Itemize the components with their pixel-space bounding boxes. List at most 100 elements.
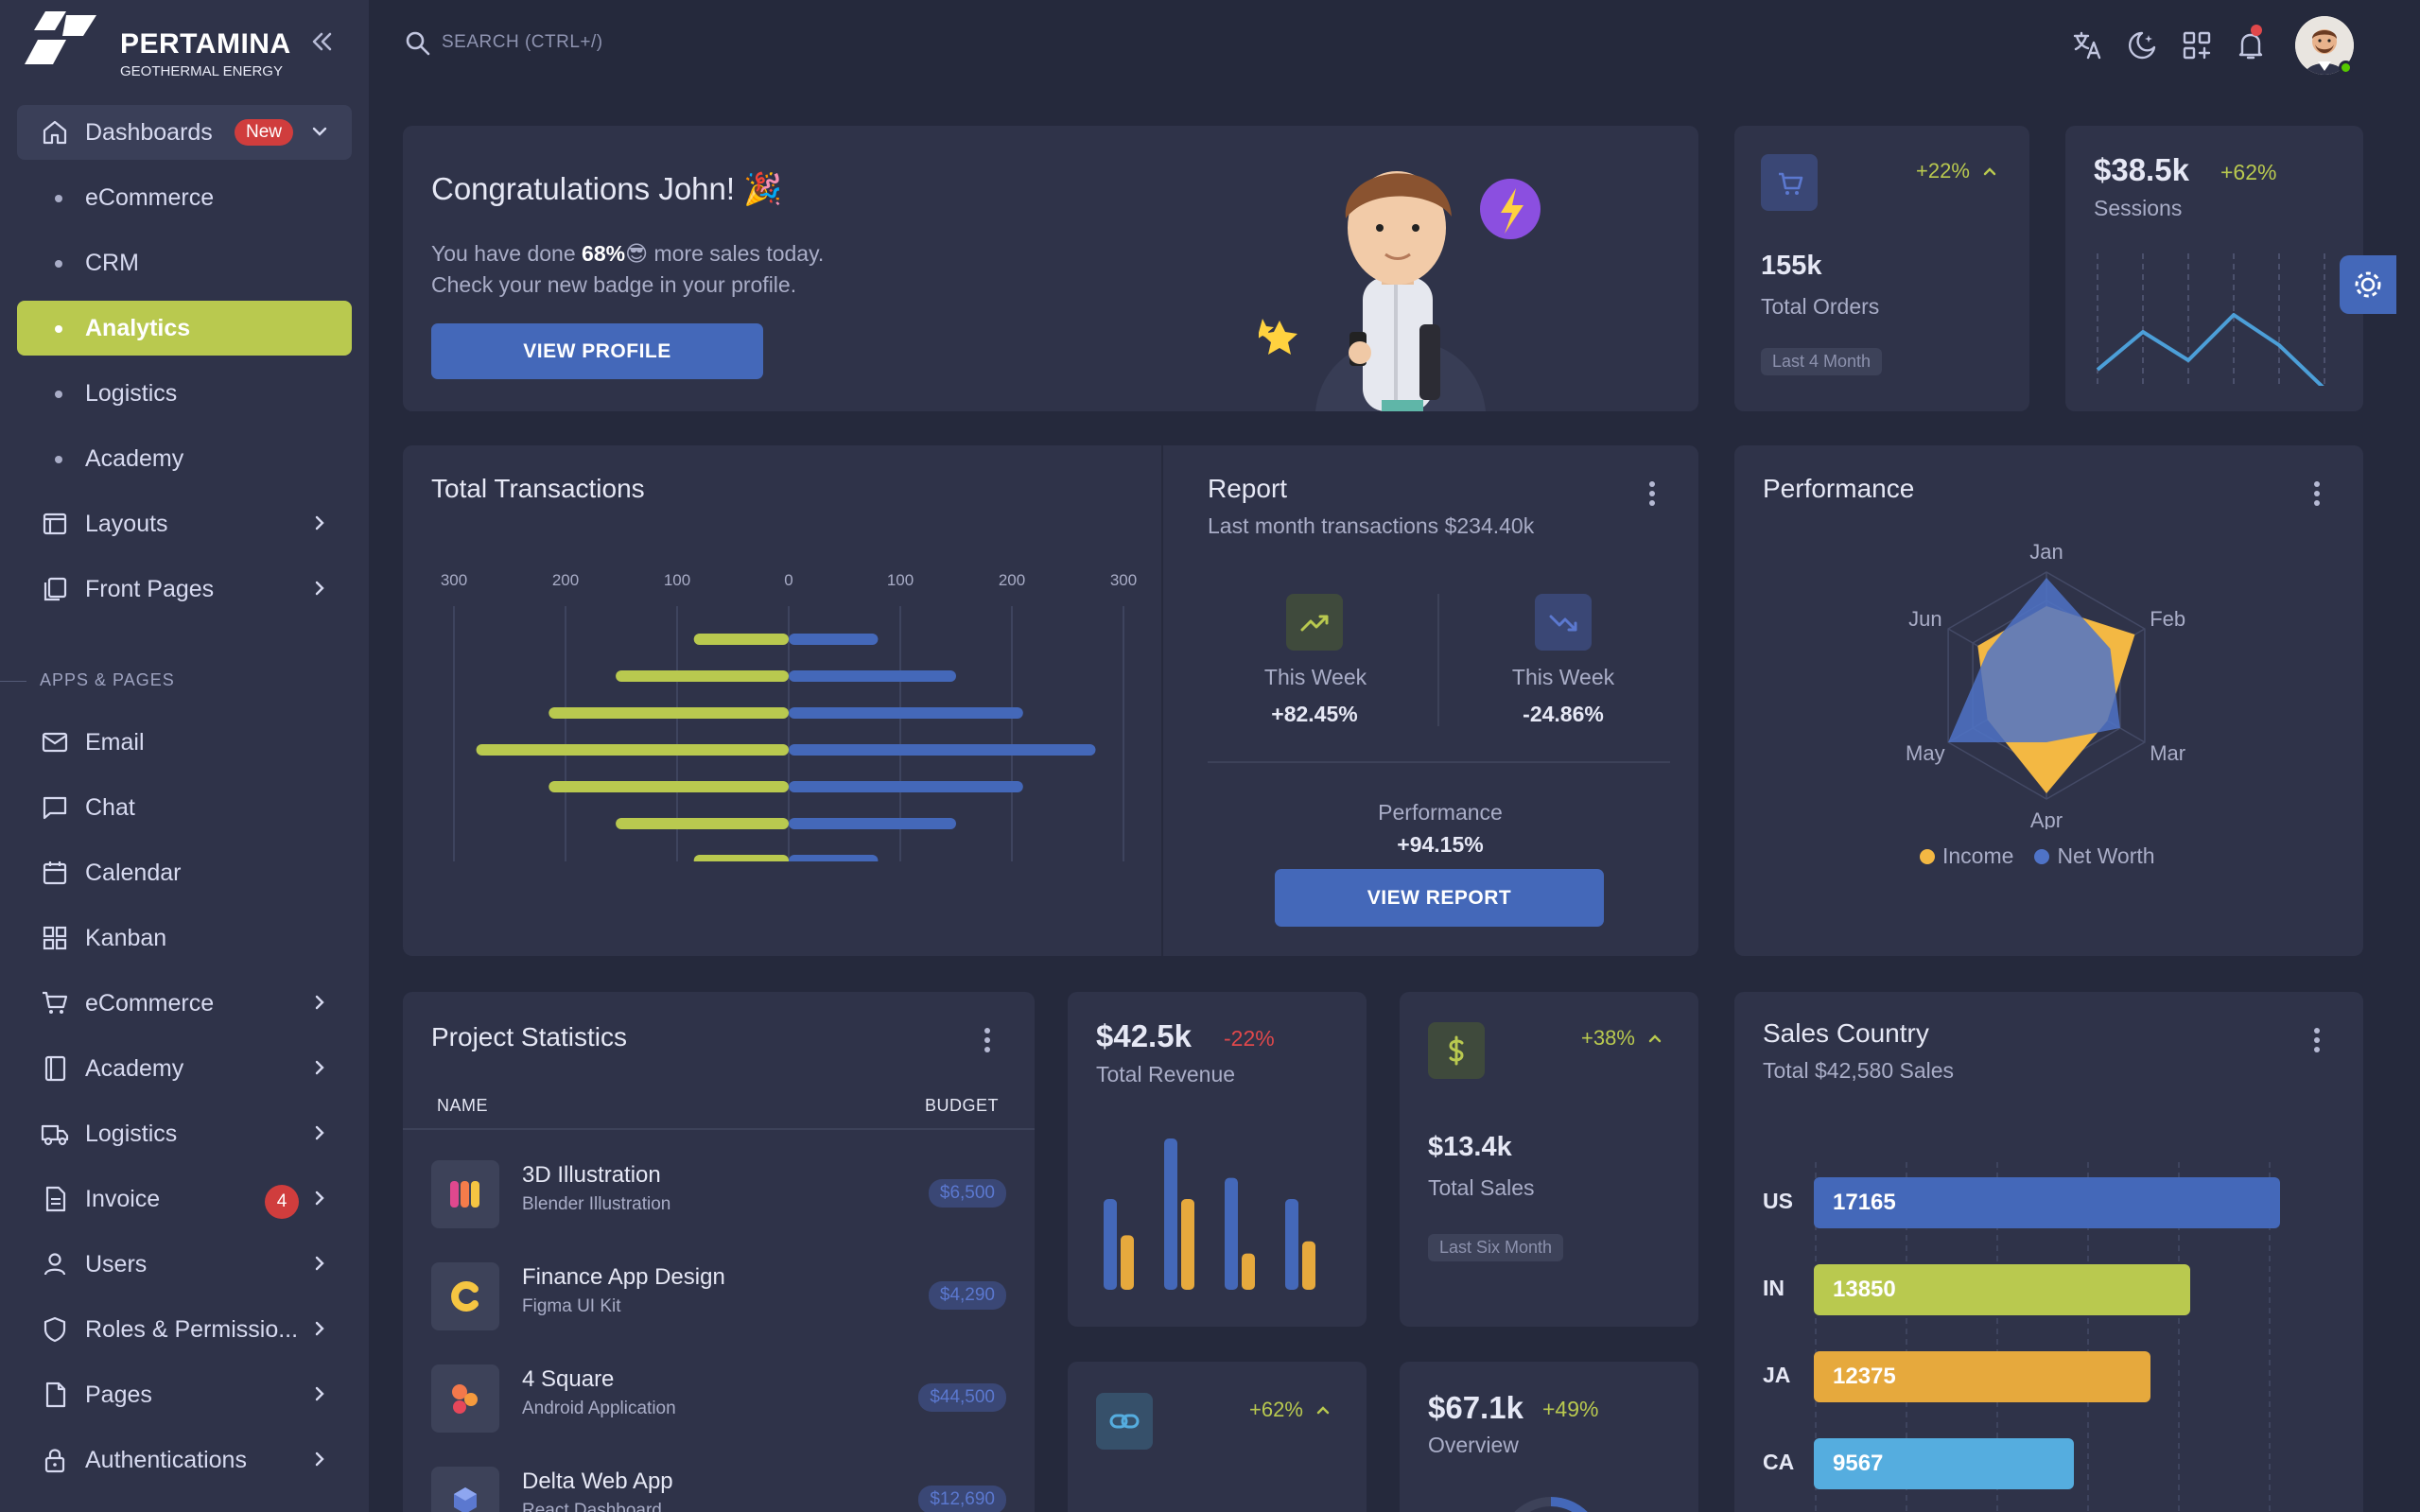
online-status-dot	[2339, 61, 2353, 75]
grid-icon	[43, 926, 67, 950]
sessions-line-overlay	[2094, 253, 2349, 386]
revenue-bar	[1242, 1253, 1255, 1290]
sidebar-item-label: Kanban	[85, 924, 167, 951]
revenue-value: $42.5k	[1096, 1018, 1192, 1053]
sidebar-item-pages[interactable]: Pages	[17, 1367, 352, 1422]
collapse-sidebar-icon[interactable]	[308, 28, 335, 55]
x-tick-label: 0	[784, 571, 792, 589]
x-tick-label: 200	[999, 571, 1025, 589]
sidebar-item-kanban[interactable]: Kanban	[17, 911, 352, 965]
radar-axis-label: May	[1906, 741, 1945, 765]
foursquare-thumb-icon	[431, 1364, 499, 1433]
report-menu-kebab-icon[interactable]	[1649, 481, 1657, 510]
bell-icon[interactable]	[2234, 28, 2268, 62]
projects-menu-kebab-icon[interactable]	[984, 1028, 992, 1056]
congrats-line1: You have done 68%😎 more sales today.	[431, 241, 824, 267]
sidebar-item-logistics-dashboard[interactable]: Logistics	[17, 366, 352, 421]
sidebar-item-logistics[interactable]: Logistics	[17, 1106, 352, 1161]
revenue-bar	[1104, 1199, 1117, 1290]
sidebar-item-label: Pages	[85, 1381, 152, 1408]
chevron-right-icon	[315, 1451, 324, 1467]
sidebar-item-roles[interactable]: Roles & Permissio...	[17, 1302, 352, 1357]
view-profile-button[interactable]: VIEW PROFILE	[431, 323, 763, 379]
sidebar-item-label: Logistics	[85, 379, 178, 407]
revenue-bar	[1285, 1199, 1298, 1290]
country-bar: 13850	[1814, 1264, 2191, 1315]
bullet-icon	[55, 391, 62, 398]
transaction-bar	[693, 855, 789, 861]
project-name: 3D Illustration	[522, 1162, 661, 1188]
sidebar-item-front-pages[interactable]: Front Pages	[17, 562, 352, 617]
sidebar-item-invoice[interactable]: Invoice 4	[17, 1172, 352, 1226]
brand-subtitle: GEOTHERMAL ENERGY	[120, 63, 283, 79]
week1-value: +82.45%	[1271, 702, 1358, 726]
sidebar-item-academy[interactable]: Academy	[17, 1041, 352, 1096]
radar-axis-label: Mar	[2150, 741, 2185, 765]
country-label: JA	[1763, 1363, 1791, 1387]
cart-icon	[43, 991, 68, 1014]
bullet-icon	[55, 456, 62, 463]
revenue-bar	[1164, 1138, 1177, 1290]
col-name-header: NAME	[437, 1096, 489, 1115]
sidebar-item-authentications[interactable]: Authentications	[17, 1433, 352, 1487]
orders-value: 155k	[1761, 251, 1822, 281]
home-icon	[43, 120, 67, 145]
sidebar-item-dashboards[interactable]: Dashboards New	[17, 105, 352, 160]
table-row[interactable]: Finance App Design Figma UI Kit $4,290	[431, 1262, 1006, 1330]
sessions-card: $38.5k +62% Sessions	[2065, 126, 2363, 411]
country-menu-kebab-icon[interactable]	[2314, 1028, 2322, 1056]
performance-legend: Income Net Worth	[1920, 843, 2155, 869]
trend-up-icon-box	[1286, 594, 1343, 651]
sidebar-item-ecommerce-dashboard[interactable]: eCommerce	[17, 170, 352, 225]
shortcuts-grid-icon[interactable]	[2180, 28, 2214, 62]
sales-value: $13.4k	[1428, 1132, 1512, 1162]
country-title: Sales Country	[1763, 1018, 1929, 1048]
sidebar-item-label: Logistics	[85, 1120, 178, 1147]
search-input[interactable]: SEARCH (CTRL+/)	[442, 32, 603, 52]
total-orders-card: +22% 155k Total Orders Last 4 Month	[1734, 126, 2029, 411]
budget-badge: $6,500	[928, 1179, 1006, 1208]
translate-icon[interactable]	[2071, 28, 2105, 62]
dollar-icon-box	[1428, 1022, 1485, 1079]
table-row[interactable]: 3D Illustration Blender Illustration $6,…	[431, 1160, 1006, 1228]
chevron-right-icon	[315, 581, 324, 596]
link-change: +62%	[1249, 1398, 1303, 1421]
view-report-button[interactable]: VIEW REPORT	[1275, 869, 1604, 927]
sidebar-item-crm[interactable]: CRM	[17, 235, 352, 290]
sidebar-item-layouts[interactable]: Layouts	[17, 496, 352, 551]
sidebar-item-chat[interactable]: Chat	[17, 780, 352, 835]
project-subtitle: React Dashboard	[522, 1501, 662, 1512]
transaction-bar	[789, 744, 1096, 756]
report-title: Report	[1208, 474, 1288, 503]
sidebar: PERTAMINA GEOTHERMAL ENERGY Dashboards N…	[0, 0, 369, 1512]
overview-card: $67.1k +49% Overview	[1400, 1362, 1698, 1512]
sidebar-item-academy-dashboard[interactable]: Academy	[17, 431, 352, 486]
table-row[interactable]: 4 Square Android Application $44,500	[431, 1364, 1006, 1433]
chevron-right-icon	[315, 1321, 324, 1336]
performance-menu-kebab-icon[interactable]	[2314, 481, 2322, 510]
revenue-change: -22%	[1224, 1026, 1275, 1051]
table-row[interactable]: Delta Web App React Dashboard $12,690	[431, 1467, 1006, 1512]
sidebar-item-analytics[interactable]: Analytics	[17, 301, 352, 356]
revenue-bar	[1121, 1235, 1134, 1290]
country-label: US	[1763, 1189, 1793, 1213]
sidebar-item-email[interactable]: Email	[17, 715, 352, 770]
link-icon	[1109, 1414, 1140, 1429]
bullet-icon	[55, 325, 62, 333]
sidebar-item-label: CRM	[85, 249, 139, 276]
networth-legend-dot	[2034, 848, 2050, 864]
week1-label: This Week	[1263, 665, 1367, 689]
customizer-button[interactable]	[2340, 255, 2396, 314]
transaction-bar	[616, 818, 789, 829]
sidebar-item-ecommerce[interactable]: eCommerce	[17, 976, 352, 1031]
link-icon-box	[1096, 1393, 1153, 1450]
x-tick-label: 100	[887, 571, 914, 589]
sidebar-item-calendar[interactable]: Calendar	[17, 845, 352, 900]
country-subtitle: Total $42,580 Sales	[1763, 1058, 1955, 1083]
sidebar-item-users[interactable]: Users	[17, 1237, 352, 1292]
transaction-bar	[789, 781, 1023, 792]
sales-period-pill: Last Six Month	[1428, 1234, 1564, 1261]
revenue-bar-chart	[1104, 1138, 1315, 1290]
moon-icon[interactable]	[2125, 28, 2159, 62]
search-icon[interactable]	[405, 30, 431, 57]
